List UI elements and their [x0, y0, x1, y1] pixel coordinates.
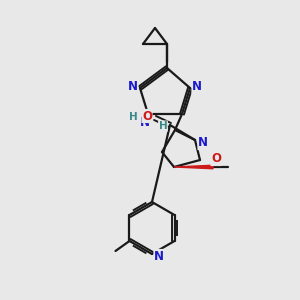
Text: N: N — [128, 80, 138, 94]
Text: N: N — [140, 116, 150, 128]
Polygon shape — [174, 165, 213, 169]
Text: H: H — [129, 112, 137, 122]
Text: H: H — [159, 121, 167, 131]
Text: N: N — [198, 136, 208, 149]
Text: O: O — [142, 110, 152, 122]
Text: O: O — [211, 152, 221, 166]
Text: N: N — [192, 80, 202, 94]
Text: N: N — [154, 250, 164, 262]
